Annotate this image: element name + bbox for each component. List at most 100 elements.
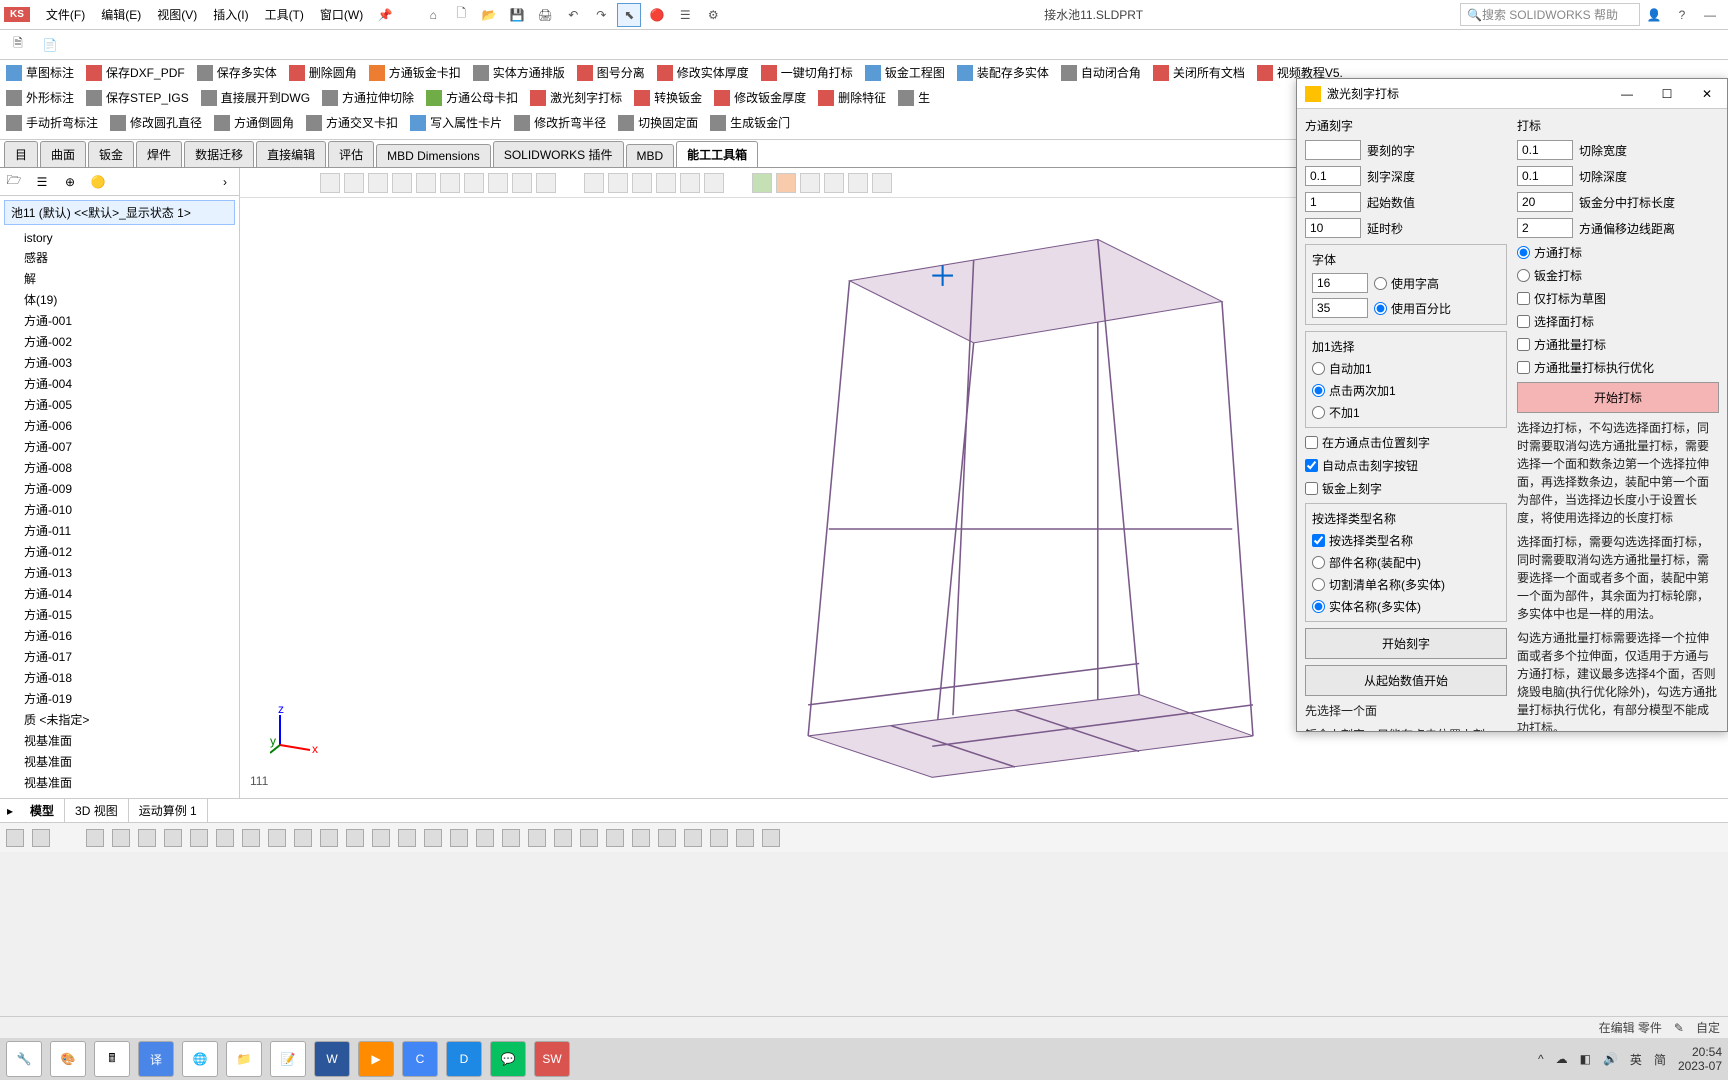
task-wechat[interactable]: 💬	[490, 1041, 526, 1077]
fontsize-input[interactable]	[1312, 273, 1368, 293]
tree-item[interactable]: 体(19)	[4, 289, 235, 310]
tab-3[interactable]: 焊件	[136, 141, 182, 167]
ribbon-cmd[interactable]: 图号分离	[577, 64, 645, 81]
task-app[interactable]: C	[402, 1041, 438, 1077]
mark-sel-face[interactable]	[1517, 315, 1530, 328]
ribbon-cmd[interactable]: 一键切角打标	[761, 64, 853, 81]
view-icon[interactable]	[608, 173, 628, 193]
tab-0[interactable]: 目	[4, 141, 38, 167]
add1-auto[interactable]	[1312, 362, 1325, 375]
search-input[interactable]: 🔍 搜索 SOLIDWORKS 帮助	[1460, 3, 1640, 26]
ime-lang[interactable]: 英	[1630, 1051, 1642, 1068]
tree-item[interactable]: 感器	[4, 247, 235, 268]
tree-item-fangtong[interactable]: 方通-019	[4, 688, 235, 709]
ribbon-cmd[interactable]: 直接展开到DWG	[201, 89, 310, 106]
tree-item-fangtong[interactable]: 方通-007	[4, 436, 235, 457]
dialog-min[interactable]: —	[1615, 87, 1639, 101]
sketch-tool[interactable]	[450, 829, 468, 847]
ribbon-cmd[interactable]: 生成钣金门	[710, 114, 790, 131]
btn-start-mark[interactable]: 开始打标	[1517, 382, 1719, 413]
depth-input[interactable]	[1305, 166, 1361, 186]
ribbon-cmd[interactable]: 保存STEP_IGS	[86, 89, 189, 106]
sheet-icon[interactable]: 📄	[38, 33, 62, 57]
add1-none[interactable]	[1312, 406, 1325, 419]
sketch-tool[interactable]	[762, 829, 780, 847]
sketch-tool[interactable]	[580, 829, 598, 847]
tree-item[interactable]: 解	[4, 268, 235, 289]
new-icon[interactable]: 🗋	[449, 3, 473, 27]
ribbon-cmd[interactable]: 实体方通排版	[473, 64, 565, 81]
view-icon[interactable]	[512, 173, 532, 193]
view-icon[interactable]	[680, 173, 700, 193]
tree-item-fangtong[interactable]: 方通-017	[4, 646, 235, 667]
mark-sketch-only[interactable]	[1517, 292, 1530, 305]
sketch-tool[interactable]	[476, 829, 494, 847]
ribbon-cmd[interactable]: 钣金工程图	[865, 64, 945, 81]
task-explorer[interactable]: 📁	[226, 1041, 262, 1077]
user-icon[interactable]: 👤	[1642, 3, 1666, 27]
ribbon-cmd[interactable]: 草图标注	[6, 64, 74, 81]
ribbon-cmd[interactable]: 关闭所有文档	[1153, 64, 1245, 81]
tree-item-fangtong[interactable]: 方通-005	[4, 394, 235, 415]
mark-batch[interactable]	[1517, 338, 1530, 351]
tree-item-fangtong[interactable]: 方通-002	[4, 331, 235, 352]
view-icon[interactable]	[776, 173, 796, 193]
ribbon-cmd[interactable]: 方通公母卡扣	[426, 89, 518, 106]
ribbon-cmd[interactable]: 保存多实体	[197, 64, 277, 81]
view-icon[interactable]	[416, 173, 436, 193]
bottom-tab-model[interactable]: 模型	[20, 799, 65, 822]
view-icon[interactable]	[656, 173, 676, 193]
tree-item-fangtong[interactable]: 方通-018	[4, 667, 235, 688]
tree-item-fangtong[interactable]: 方通-011	[4, 520, 235, 541]
type-chk[interactable]	[1312, 534, 1325, 547]
sketch-tool[interactable]	[346, 829, 364, 847]
ribbon-cmd[interactable]: 删除圆角	[289, 64, 357, 81]
tree-item-fangtong[interactable]: 方通-013	[4, 562, 235, 583]
startnum-input[interactable]	[1305, 192, 1361, 212]
tab-2[interactable]: 钣金	[88, 141, 134, 167]
ribbon-cmd[interactable]: 删除特征	[818, 89, 886, 106]
sketch-tool[interactable]	[424, 829, 442, 847]
task-app[interactable]: 🎨	[50, 1041, 86, 1077]
menu-window[interactable]: 窗口(W)	[312, 2, 371, 27]
char-input[interactable]	[1305, 140, 1361, 160]
task-solidworks[interactable]: SW	[534, 1041, 570, 1077]
tree-item-fangtong[interactable]: 方通-008	[4, 457, 235, 478]
tab-4[interactable]: 数据迁移	[184, 141, 254, 167]
sketch-tool[interactable]	[216, 829, 234, 847]
open-icon[interactable]: 📂	[477, 3, 501, 27]
tree-tab-2[interactable]: ☰	[32, 172, 52, 192]
view-icon[interactable]	[440, 173, 460, 193]
view-icon[interactable]	[488, 173, 508, 193]
sketch-tool[interactable]	[190, 829, 208, 847]
task-app[interactable]: 🔧	[6, 1041, 42, 1077]
ime-mode[interactable]: 简	[1654, 1051, 1666, 1068]
options-icon[interactable]: ☰	[673, 3, 697, 27]
ribbon-cmd[interactable]: 修改圆孔直径	[110, 114, 202, 131]
view-icon[interactable]	[872, 173, 892, 193]
home-icon[interactable]: ⌂	[421, 3, 445, 27]
view-icon[interactable]	[752, 173, 772, 193]
dialog-close[interactable]: ✕	[1695, 87, 1719, 101]
tray-cloud-icon[interactable]: ☁	[1556, 1052, 1568, 1066]
sketch-tool[interactable]	[684, 829, 702, 847]
task-word[interactable]: W	[314, 1041, 350, 1077]
mark-sheet[interactable]	[1517, 269, 1530, 282]
minimize-icon[interactable]: —	[1698, 3, 1722, 27]
save-icon[interactable]: 💾	[505, 3, 529, 27]
btn-start-engrave[interactable]: 开始刻字	[1305, 628, 1507, 659]
sketch-tool[interactable]	[528, 829, 546, 847]
tree-item-fangtong[interactable]: 方通-014	[4, 583, 235, 604]
sketch-tool[interactable]	[398, 829, 416, 847]
tree-item-fangtong[interactable]: 方通-010	[4, 499, 235, 520]
tab-5[interactable]: 直接编辑	[256, 141, 326, 167]
tray-item[interactable]: ◧	[1580, 1052, 1591, 1066]
menu-file[interactable]: 文件(F)	[38, 2, 93, 27]
ribbon-cmd[interactable]: 方通钣金卡扣	[369, 64, 461, 81]
ribbon-cmd[interactable]: 方通倒圆角	[214, 114, 294, 131]
font-percent-radio[interactable]	[1374, 302, 1387, 315]
add1-twice[interactable]	[1312, 384, 1325, 397]
tree-item-fangtong[interactable]: 方通-012	[4, 541, 235, 562]
ribbon-cmd[interactable]: 方通拉伸切除	[322, 89, 414, 106]
mark-batch-opt[interactable]	[1517, 361, 1530, 374]
